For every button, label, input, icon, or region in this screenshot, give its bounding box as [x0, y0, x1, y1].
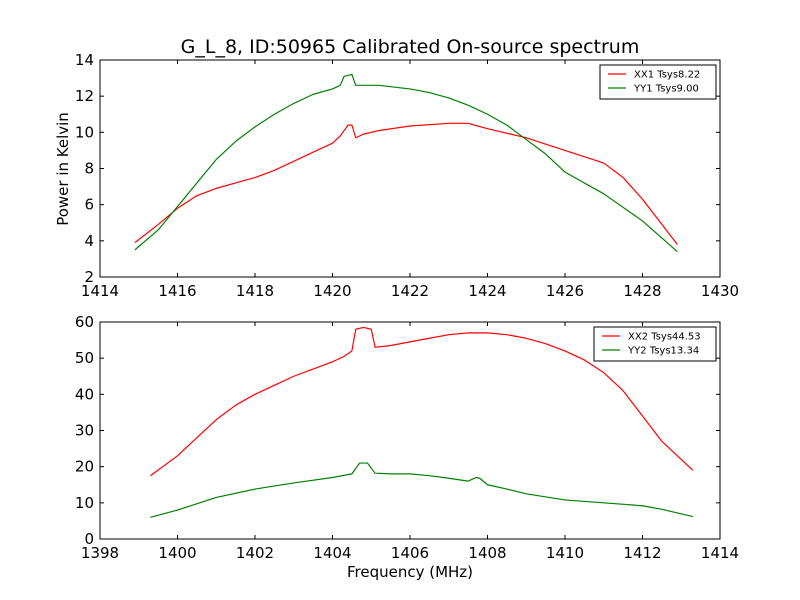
y-tick-label: 4	[84, 232, 94, 250]
legend: XX1 Tsys8.22 YY1 Tsys9.00	[599, 64, 717, 100]
x-tick-label: 1408	[468, 544, 506, 562]
y-tick-label: 14	[75, 51, 94, 69]
legend-label: YY1 Tsys9.00	[633, 84, 699, 95]
y-tick-label: 20	[75, 458, 94, 476]
x-tick-label: 1404	[313, 544, 351, 562]
bottom-plot: 1398 1400 1402 1404 1406 1408 1410 1412 1414 0 10 2…	[75, 313, 739, 562]
legend-box	[593, 326, 717, 362]
y-tick-label: 60	[75, 313, 94, 331]
y-tick-label: 50	[75, 349, 94, 367]
x-tick-label: 1400	[158, 544, 196, 562]
legend-label: YY2 Tsys13.34	[627, 346, 699, 357]
x-axis-label-bottom: Frequency (MHz)	[347, 563, 473, 581]
x-tick-label: 1402	[236, 544, 274, 562]
top-plot: 1414 1416 1418 1420 1422 1424 1426 1428 1430 2 4 6 8…	[75, 51, 739, 300]
y-tick-label: 12	[75, 87, 94, 105]
x-tick-label: 1414	[701, 544, 739, 562]
series-line-yy-1	[134, 73, 678, 253]
x-tick-label: 1418	[236, 282, 274, 300]
chart-title: G_L_8, ID:50965 Calibrated On-source spe…	[181, 36, 640, 58]
y-tick-label: 6	[84, 196, 94, 214]
x-tick-label: 1414	[81, 282, 119, 300]
y-tick-label: 10	[75, 123, 94, 141]
x-tick-label: 1424	[468, 282, 506, 300]
y-tick-label: 40	[75, 385, 94, 403]
x-tick-label: 1406	[391, 544, 429, 562]
x-tick-label: 1398	[81, 544, 119, 562]
series-line-xx-1	[134, 122, 678, 245]
series-line-yy-2	[150, 462, 694, 518]
x-tick-label: 1416	[158, 282, 196, 300]
y-tick-label: 2	[84, 268, 94, 286]
x-tick-label: 1428	[623, 282, 661, 300]
legend-label: XX2 Tsys44.53	[628, 332, 701, 343]
y-tick-label: 10	[75, 494, 94, 512]
x-tick-label: 1422	[391, 282, 429, 300]
y-axis-label-top: Power in Kelvin	[54, 112, 72, 226]
legend-label: XX1 Tsys8.22	[634, 70, 700, 81]
x-tick-label: 1410	[546, 544, 584, 562]
y-tick-label: 0	[84, 530, 94, 548]
x-tick-label: 1412	[623, 544, 661, 562]
x-tick-label: 1420	[313, 282, 351, 300]
y-tick-label: 8	[84, 160, 94, 178]
x-tick-label: 1430	[701, 282, 739, 300]
legend: XX2 Tsys44.53 YY2 Tsys13.34	[593, 326, 717, 362]
legend-box	[599, 64, 717, 100]
series-line-xx-2	[150, 326, 694, 477]
y-tick-label: 30	[75, 422, 94, 440]
x-tick-label: 1426	[546, 282, 584, 300]
